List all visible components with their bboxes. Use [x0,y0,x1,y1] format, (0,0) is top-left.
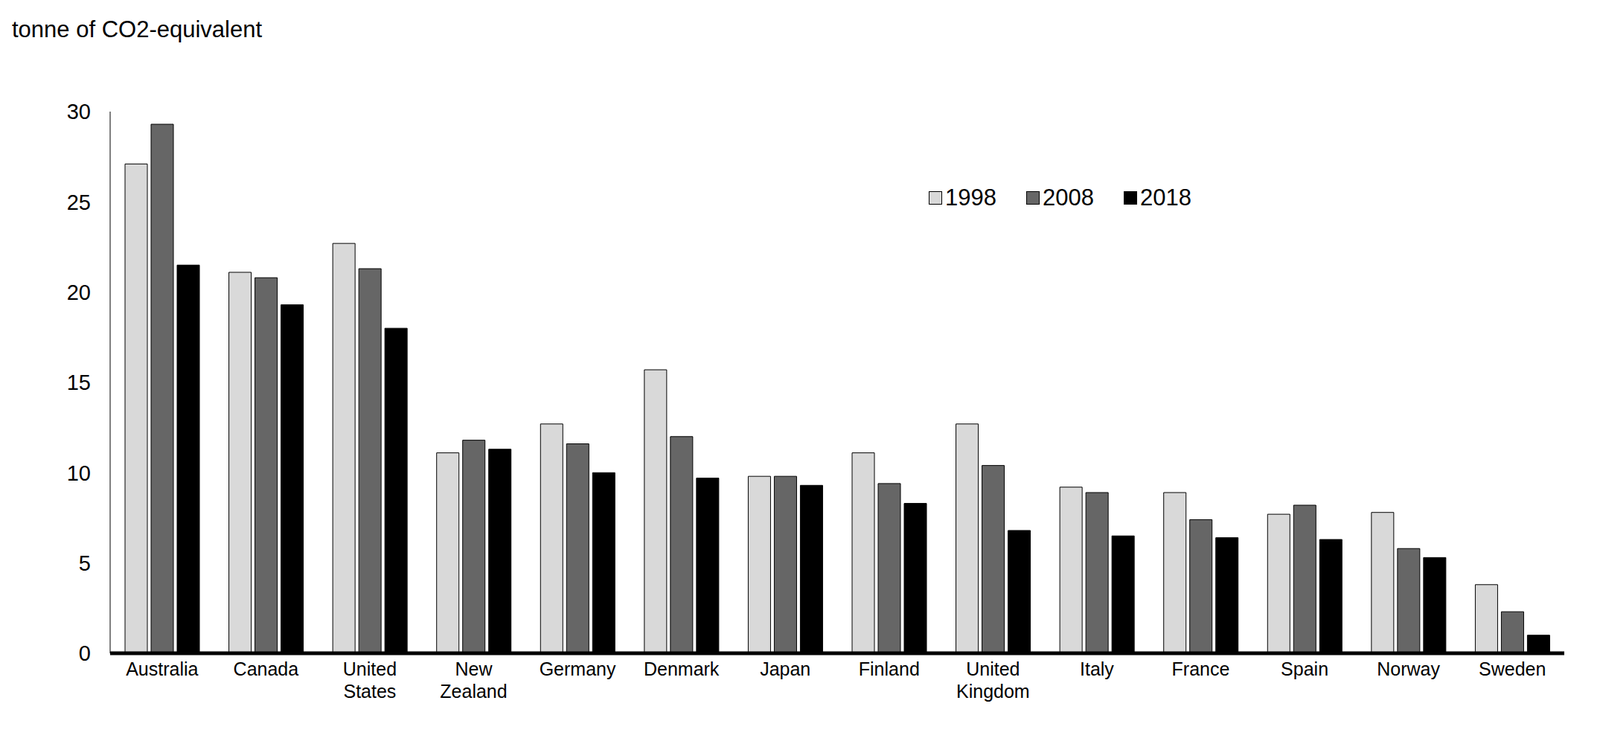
html-text:1998: 1998 [945,184,997,211]
svg-text:United: United [965,658,1020,680]
svg-text:25: 25 [66,190,91,215]
svg-text:United: United [343,658,397,680]
svg-text:Japan: Japan [759,658,811,680]
svg-text:10: 10 [66,461,91,486]
svg-text:Norway: Norway [1376,658,1440,680]
svg-text:Spain: Spain [1280,658,1329,680]
svg-text:Finland: Finland [858,658,920,680]
svg-text:Canada: Canada [233,658,300,680]
svg-text:New: New [454,658,493,680]
svg-text:France: France [1172,658,1231,680]
svg-text:Germany: Germany [539,658,617,680]
html-text:tonne of CO2-equivalent: tonne of CO2-equivalent [11,16,263,43]
svg-text:15: 15 [66,370,91,395]
svg-text:States: States [343,680,396,702]
svg-text:30: 30 [66,99,91,124]
svg-text:Sweden: Sweden [1478,658,1546,680]
svg-text:0: 0 [78,641,91,666]
svg-text:Denmark: Denmark [643,658,720,680]
html-text:2018: 2018 [1140,184,1192,211]
svg-text:Australia: Australia [125,658,198,680]
html-text:2008: 2008 [1042,184,1094,211]
svg-text:20: 20 [66,280,91,305]
svg-text:Kingdom: Kingdom [956,680,1030,702]
svg-text:Italy: Italy [1079,658,1115,680]
svg-text:5: 5 [78,551,91,576]
svg-text:Zealand: Zealand [439,680,507,702]
